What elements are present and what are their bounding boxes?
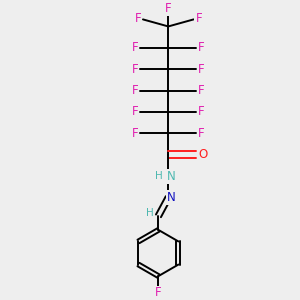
Text: O: O xyxy=(198,148,207,161)
Text: H: H xyxy=(155,171,163,181)
Text: F: F xyxy=(132,127,138,140)
Text: F: F xyxy=(132,106,138,118)
Text: F: F xyxy=(198,84,205,97)
Text: H: H xyxy=(146,208,153,218)
Text: F: F xyxy=(198,41,205,54)
Text: F: F xyxy=(165,2,172,15)
Text: F: F xyxy=(198,106,205,118)
Text: N: N xyxy=(167,191,176,204)
Text: F: F xyxy=(132,63,138,76)
Text: N: N xyxy=(167,170,176,183)
Text: F: F xyxy=(132,41,138,54)
Text: F: F xyxy=(198,63,205,76)
Text: F: F xyxy=(195,12,202,25)
Text: F: F xyxy=(198,127,205,140)
Text: F: F xyxy=(155,286,162,299)
Text: F: F xyxy=(135,12,141,25)
Text: F: F xyxy=(132,84,138,97)
